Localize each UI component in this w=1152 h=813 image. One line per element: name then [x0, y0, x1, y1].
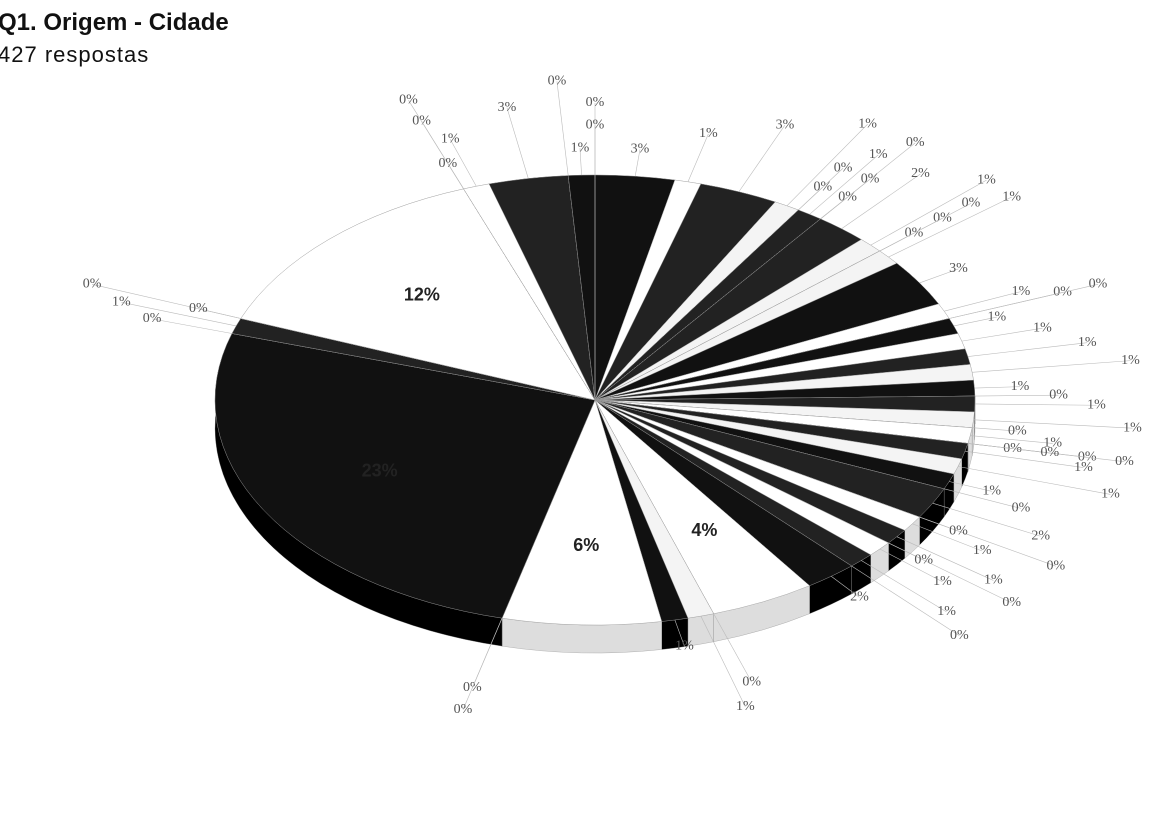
data-label: 0% [586, 95, 605, 110]
data-label: 0% [742, 674, 761, 689]
leader-line [121, 302, 236, 326]
leader-line [972, 361, 1130, 373]
data-label: 0% [950, 628, 969, 643]
data-label: 12% [404, 284, 440, 304]
data-label: 1% [1002, 189, 1021, 204]
data-label: 0% [1008, 423, 1027, 438]
leader-line [944, 292, 1021, 312]
data-label: 1% [988, 309, 1007, 324]
data-label: 1% [869, 147, 888, 162]
data-label: 1% [1087, 397, 1106, 412]
chart-subtitle: 427 respostas [0, 42, 149, 67]
data-label: 3% [776, 117, 795, 132]
data-label: 0% [1089, 276, 1108, 291]
data-label: 1% [736, 699, 755, 714]
page: Q1. Origem - Cidade 427 respostas 3% 1% 3%… [0, 0, 1152, 813]
data-label: 1% [1121, 353, 1140, 368]
data-label: 0% [439, 156, 458, 171]
data-label: 0% [399, 92, 418, 107]
data-label: 0% [834, 160, 853, 175]
data-label: 3% [631, 142, 650, 157]
chart-title: Q1. Origem - Cidade [0, 9, 229, 36]
data-label: 1% [977, 172, 996, 187]
data-label: 2% [1031, 528, 1050, 543]
leader-line [968, 343, 1087, 357]
data-label: 2% [911, 166, 930, 181]
data-label: 1% [1012, 284, 1031, 299]
data-label: 1% [441, 131, 460, 146]
data-label: 1% [933, 574, 952, 589]
data-label: 1% [112, 294, 131, 309]
data-label: 1% [571, 140, 590, 155]
data-label: 3% [498, 100, 517, 115]
leader-line [965, 451, 1083, 467]
leader-line [880, 203, 971, 251]
data-label: 0% [962, 196, 981, 211]
leader-line [975, 395, 1059, 396]
data-label: 1% [937, 604, 956, 619]
data-label: 1% [858, 116, 877, 131]
data-label: 3% [949, 261, 968, 276]
data-label: 0% [189, 301, 208, 316]
data-label: 1% [699, 126, 718, 141]
data-label: 4% [691, 520, 717, 540]
data-label: 1% [1033, 320, 1052, 335]
data-label: 0% [861, 171, 880, 186]
leader-line [507, 108, 528, 179]
data-label: 1% [1074, 460, 1093, 475]
data-label: 1% [675, 639, 694, 654]
data-label: 0% [1115, 454, 1134, 469]
data-label: 1% [1123, 420, 1142, 435]
data-label: 1% [973, 543, 992, 558]
data-label: 2% [850, 590, 869, 605]
data-label: 1% [1011, 379, 1030, 394]
data-label: 1% [1101, 487, 1120, 502]
leader-line [557, 81, 568, 175]
data-label: 1% [982, 483, 1001, 498]
data-label: 0% [548, 74, 567, 89]
data-label: 0% [83, 276, 102, 291]
data-label: 1% [1078, 335, 1097, 350]
data-label: 0% [1041, 445, 1060, 460]
data-label: 0% [1049, 387, 1068, 402]
chart: Q1. Origem - Cidade 427 respostas 3% 1% 3%… [0, 0, 1152, 813]
data-label: 0% [914, 552, 933, 567]
data-label: 23% [362, 460, 398, 480]
leader-line [739, 125, 785, 192]
leader-line [975, 404, 1097, 405]
data-label: 0% [1046, 558, 1065, 573]
data-label: 0% [906, 135, 925, 150]
leader-line [974, 420, 1133, 428]
data-label: 0% [949, 523, 968, 538]
leader-line [152, 319, 232, 334]
data-label: 1% [984, 573, 1003, 588]
data-label: 0% [143, 311, 162, 326]
data-label: 0% [1002, 595, 1021, 610]
data-label: 6% [573, 535, 599, 555]
data-label: 0% [454, 702, 473, 717]
leader-line [871, 180, 987, 245]
data-label: 0% [1012, 501, 1031, 516]
leader-line [962, 328, 1043, 341]
